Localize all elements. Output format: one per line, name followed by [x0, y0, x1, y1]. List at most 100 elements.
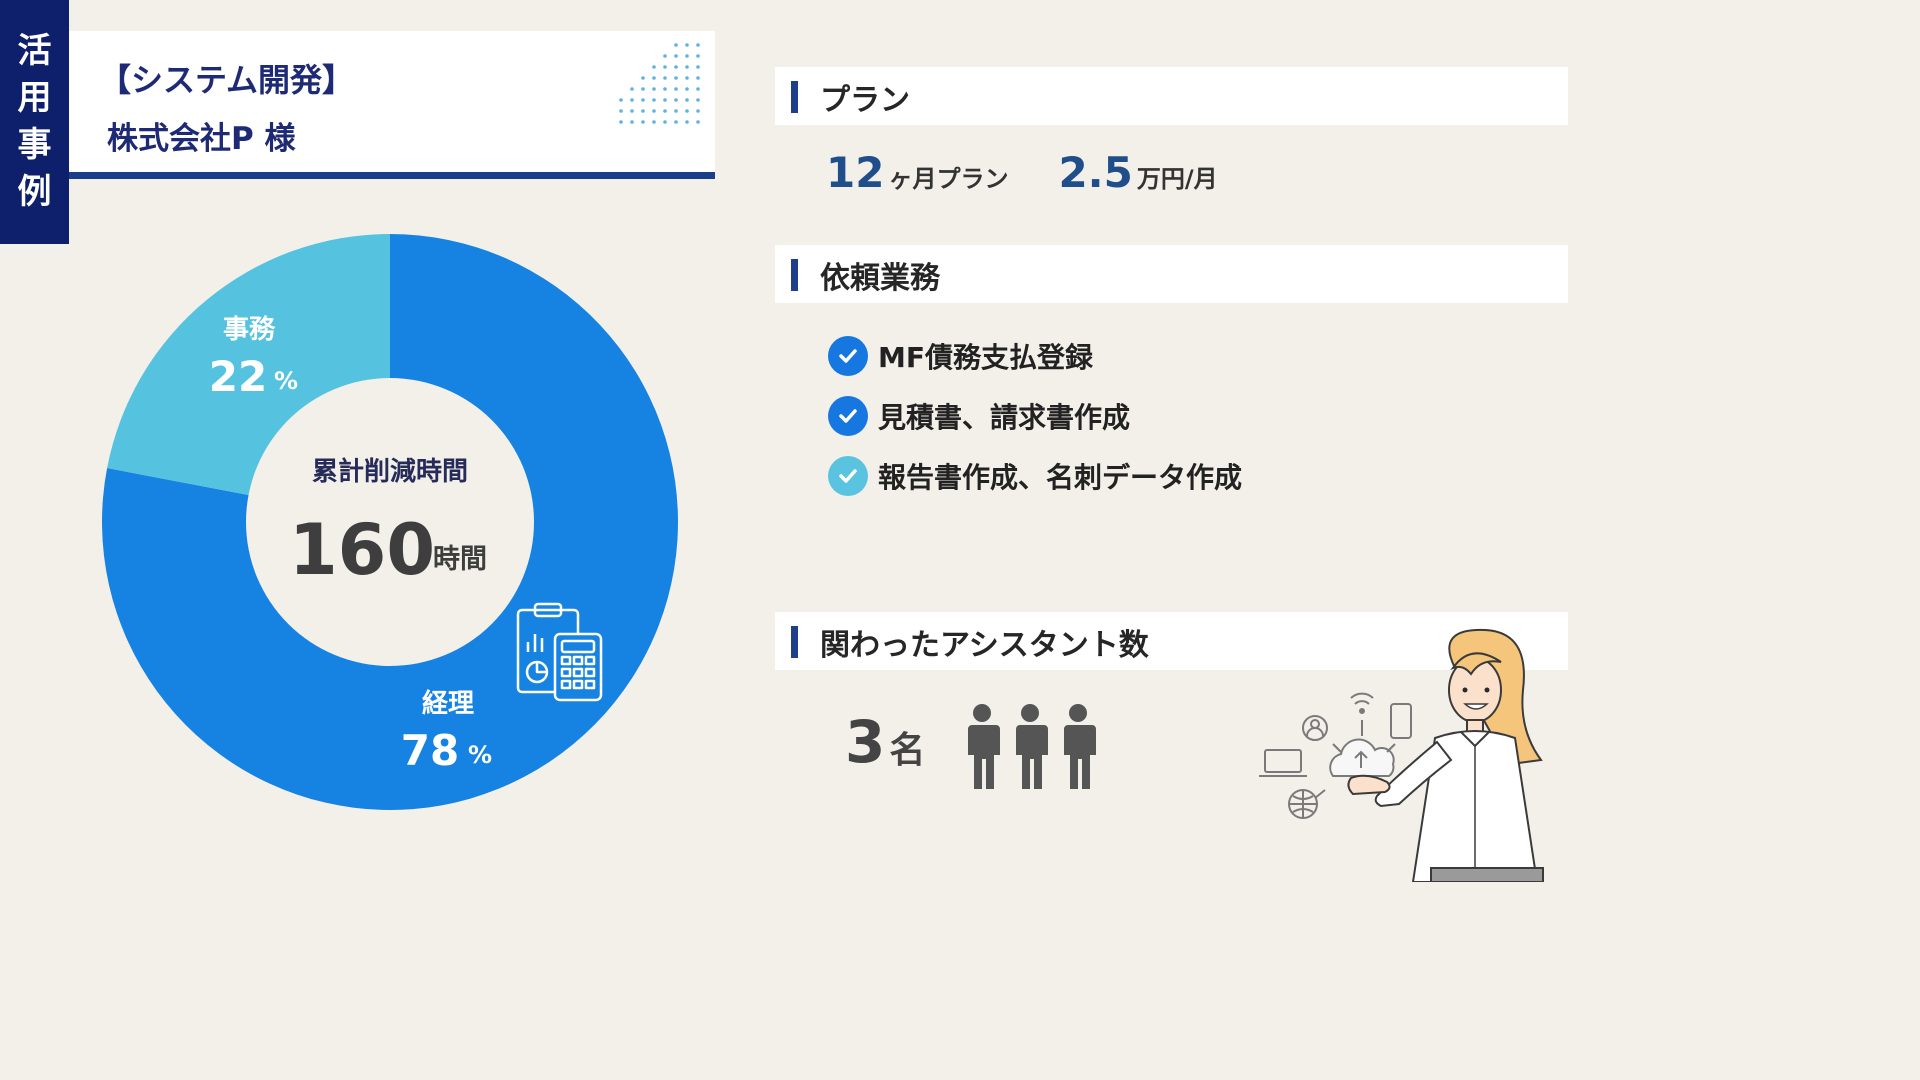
task-item: MF債務支払登録 — [828, 336, 1093, 376]
dot — [630, 120, 634, 124]
dot — [630, 109, 634, 113]
dot — [663, 98, 667, 102]
dot — [641, 87, 645, 91]
dot — [685, 65, 689, 69]
dot — [652, 120, 656, 124]
section-mark — [791, 81, 798, 113]
dot — [685, 76, 689, 80]
plan-price-value: 2.5 — [1058, 148, 1133, 197]
section-assistants: 関わったアシスタント数 — [775, 612, 1568, 670]
dot — [685, 120, 689, 124]
dot — [652, 87, 656, 91]
dot — [619, 120, 623, 124]
title-card: 【システム開発】 株式会社P 様 — [69, 31, 715, 179]
category-title: 【システム開発】 — [99, 61, 355, 99]
dot — [674, 43, 678, 47]
dot — [652, 109, 656, 113]
dot — [685, 54, 689, 58]
cloud-network-icon — [1259, 692, 1412, 819]
dot — [674, 76, 678, 80]
dot — [696, 76, 700, 80]
assistant-count-unit: 名 — [889, 730, 926, 771]
center-unit: 時間 — [433, 544, 487, 575]
side-tab-char: 例 — [17, 172, 52, 212]
dot — [652, 76, 656, 80]
side-tab-char: 事 — [17, 125, 52, 165]
task-item: 見積書、請求書作成 — [828, 396, 1130, 436]
dots-pattern-icon — [619, 43, 700, 124]
dot — [663, 76, 667, 80]
client-name: 株式会社P 様 — [107, 121, 296, 157]
dot — [685, 87, 689, 91]
person-icon — [1016, 704, 1048, 789]
dot — [696, 65, 700, 69]
slice-unit-keiri: % — [468, 741, 492, 769]
plan-duration-unit: ヶ月プラン — [888, 165, 1009, 193]
dot — [663, 54, 667, 58]
section-tasks: 依頼業務 — [775, 245, 1568, 303]
section-plan: プラン — [775, 67, 1568, 125]
presenter-illustration — [1259, 628, 1544, 882]
person-icon — [968, 704, 1000, 789]
dot — [696, 120, 700, 124]
check-icon — [828, 336, 868, 376]
dot — [685, 43, 689, 47]
calculator-clipboard-icon — [516, 602, 603, 702]
side-tab-char: 用 — [17, 78, 52, 118]
person-icon — [1064, 704, 1096, 789]
dot — [674, 54, 678, 58]
slice-value-jimu: 22 — [209, 352, 267, 401]
task-label: 報告書作成、名刺データ作成 — [878, 461, 1243, 494]
dot — [663, 120, 667, 124]
dot — [674, 120, 678, 124]
dot — [619, 109, 623, 113]
dot — [674, 109, 678, 113]
assistant-count-value: 3 — [845, 708, 886, 776]
side-tab: 活 用 事 例 — [0, 0, 69, 244]
dot — [619, 98, 623, 102]
donut-hole — [246, 378, 534, 666]
dot — [641, 120, 645, 124]
slice-label-jimu: 事務 — [223, 315, 276, 345]
slice-value-keiri: 78 — [401, 726, 459, 775]
dot — [641, 76, 645, 80]
section-mark — [791, 626, 798, 658]
donut-chart: 累計削減時間 160 時間 事務 22 % 経理 78 % — [101, 234, 678, 810]
dot — [630, 98, 634, 102]
dot — [663, 109, 667, 113]
dot — [663, 87, 667, 91]
dot — [685, 98, 689, 102]
woman-figure — [1347, 628, 1544, 882]
dot — [685, 109, 689, 113]
section-assistants-label: 関わったアシスタント数 — [820, 628, 1149, 663]
side-tab-char: 活 — [17, 31, 52, 71]
task-item: 報告書作成、名刺データ作成 — [828, 456, 1242, 496]
task-label: 見積書、請求書作成 — [878, 401, 1131, 434]
dot — [641, 109, 645, 113]
section-tasks-label: 依頼業務 — [820, 261, 940, 296]
dot — [696, 43, 700, 47]
dot — [630, 87, 634, 91]
assistant-count: 3 名 — [845, 708, 925, 776]
dot — [674, 87, 678, 91]
plan-duration-value: 12 — [826, 148, 885, 197]
dot — [641, 98, 645, 102]
check-icon — [828, 456, 868, 496]
dot — [663, 65, 667, 69]
plan-row: 12 ヶ月プラン 2.5 万円/月 — [826, 148, 1218, 197]
plan-price-unit: 万円/月 — [1136, 165, 1218, 193]
center-label: 累計削減時間 — [312, 456, 468, 487]
dot — [696, 98, 700, 102]
people-icons — [968, 704, 1096, 789]
center-value: 160 — [289, 509, 435, 591]
slice-unit-jimu: % — [274, 367, 298, 395]
dot — [674, 98, 678, 102]
section-plan-label: プラン — [820, 83, 910, 118]
dot — [674, 65, 678, 69]
task-label: MF債務支払登録 — [878, 341, 1093, 374]
slice-label-keiri: 経理 — [422, 688, 474, 719]
dot — [696, 87, 700, 91]
section-mark — [791, 259, 798, 291]
dot — [652, 98, 656, 102]
dot — [696, 109, 700, 113]
